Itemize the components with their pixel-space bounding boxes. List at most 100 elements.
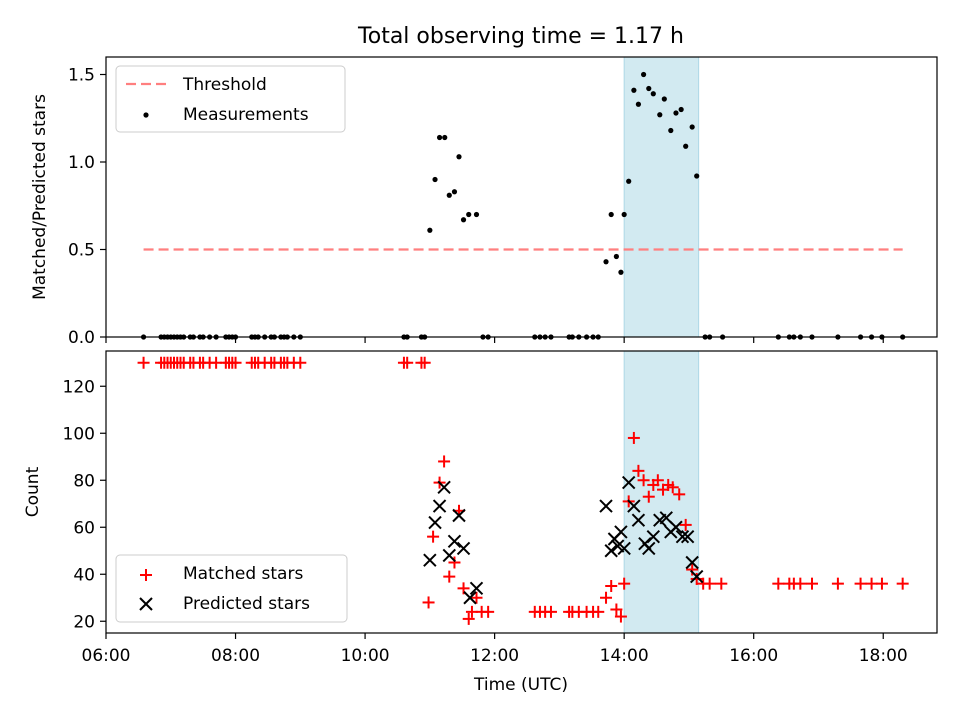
matched-star-point: [418, 356, 431, 369]
matched-star-point: [592, 605, 605, 618]
matched-star-point: [401, 356, 414, 369]
x-tick-label: 06:00: [82, 646, 131, 666]
matched-star-point: [627, 431, 640, 444]
matched-star-point: [686, 563, 699, 576]
top-y-tick-label: 1.0: [68, 153, 95, 173]
matched-star-point: [679, 518, 692, 531]
matched-star-point: [605, 580, 618, 592]
x-tick-label: 14:00: [600, 646, 649, 666]
predicted-star-point: [646, 529, 661, 544]
measurement-point: [608, 211, 614, 218]
x-tick-label: 10:00: [341, 646, 390, 666]
measurement-point: [603, 259, 609, 265]
measurement-point: [460, 217, 467, 223]
predicted-star-point: [675, 529, 690, 544]
measurement-point: [621, 211, 627, 218]
measurement-point: [466, 211, 472, 218]
bottom-legend: Matched stars Predicted stars: [115, 554, 348, 623]
matched-star-point: [673, 488, 686, 501]
matched-star-point: [690, 572, 703, 585]
measurement-point: [661, 96, 667, 102]
top-highlight-span: [623, 56, 700, 338]
predicted-star-point: [447, 534, 462, 549]
matched-star-point: [875, 577, 888, 590]
predicted-legend-swatch: [139, 597, 153, 611]
bottom-legend-box: [115, 554, 348, 623]
predicted-star-point: [617, 541, 631, 556]
matched-star-point: [896, 577, 909, 590]
matched-star-point: [614, 610, 627, 623]
chart-title: Total observing time = 1.17 h: [357, 24, 684, 49]
top-y-tick-label: 0.0: [68, 328, 95, 348]
matched-star-point: [422, 596, 435, 609]
matched-star-point: [772, 577, 785, 590]
predicted-star-point: [621, 475, 636, 490]
measurement-point: [446, 192, 452, 198]
matched-star-point: [632, 464, 645, 477]
bottom-plot-frame: [105, 350, 938, 634]
top-y-axis-label: Matched/Predicted stars: [30, 94, 50, 300]
predicted-star-point: [469, 581, 484, 596]
measurement-point: [626, 178, 632, 184]
top-y-tick-label: 1.5: [68, 66, 95, 86]
bottom-y-tick-label: 120: [63, 377, 95, 397]
predicted-star-point: [614, 525, 628, 539]
measurement-point: [646, 85, 652, 92]
matched-star-point: [294, 356, 307, 369]
measurement-point: [668, 127, 674, 134]
x-tick-label: 16:00: [729, 646, 778, 666]
matched-legend-label: Matched stars: [183, 564, 303, 584]
top-panel: 0.0 0.5 1.0 1.5 Matched/Predicted stars Thr…: [30, 56, 938, 348]
measurement-point: [673, 110, 679, 116]
predicted-star-point: [689, 569, 704, 584]
bottom-y-tick-label: 80: [73, 471, 95, 491]
top-plot-frame: [105, 56, 938, 338]
predicted-star-point: [456, 541, 471, 556]
bottom-highlight-span: [623, 350, 700, 634]
measurement-point: [613, 253, 619, 260]
matched-star-point: [805, 577, 818, 590]
measurement-point: [657, 112, 663, 118]
predicted-star-point: [463, 591, 477, 605]
top-x-ticks: [105, 337, 884, 343]
matched-star-point: [544, 605, 557, 618]
measurement-point: [635, 101, 642, 107]
measurements-legend-swatch: [143, 112, 149, 118]
matched-star-point: [137, 356, 150, 369]
top-legend: Threshold Measurements: [115, 65, 346, 133]
matched-star-point: [642, 490, 655, 503]
matched-star-point: [448, 556, 461, 569]
measurement-point: [631, 87, 637, 93]
matched-star-point: [703, 577, 716, 590]
bottom-y-tick-label: 60: [73, 518, 95, 538]
measurement-point: [456, 154, 462, 160]
matched-star-point: [618, 577, 631, 590]
measurement-point: [451, 189, 458, 195]
measurement-point: [442, 134, 448, 141]
matched-star-point: [600, 591, 613, 604]
predicted-star-point: [685, 555, 699, 570]
bottom-y-tick-label: 40: [73, 565, 95, 585]
matched-star-point: [715, 577, 728, 590]
measurement-point: [618, 269, 624, 275]
measurement-point: [427, 227, 433, 233]
measurement-point: [689, 124, 695, 130]
predicted-star-point: [631, 513, 646, 527]
x-tick-label: 12:00: [470, 646, 519, 666]
matched-star-point: [794, 577, 807, 590]
predicted-star-point: [452, 508, 466, 523]
bottom-y-tick-label: 20: [73, 612, 95, 632]
matched-star-point: [651, 474, 664, 487]
bottom-y-ticks: 20 40 60 80 100 120: [63, 377, 106, 632]
matched-star-point: [482, 605, 495, 618]
predicted-star-point: [599, 499, 613, 513]
measurement-point: [683, 143, 689, 149]
predicted-star-point: [680, 529, 695, 544]
matched-star-point: [831, 577, 844, 590]
predicted-star-point: [423, 553, 437, 567]
predicted-star-point: [428, 515, 442, 530]
predicted-star-point: [442, 548, 456, 563]
bottom-y-axis-label: Count: [23, 466, 43, 517]
predicted-star-point: [642, 541, 656, 556]
matched-star-point: [462, 612, 475, 625]
